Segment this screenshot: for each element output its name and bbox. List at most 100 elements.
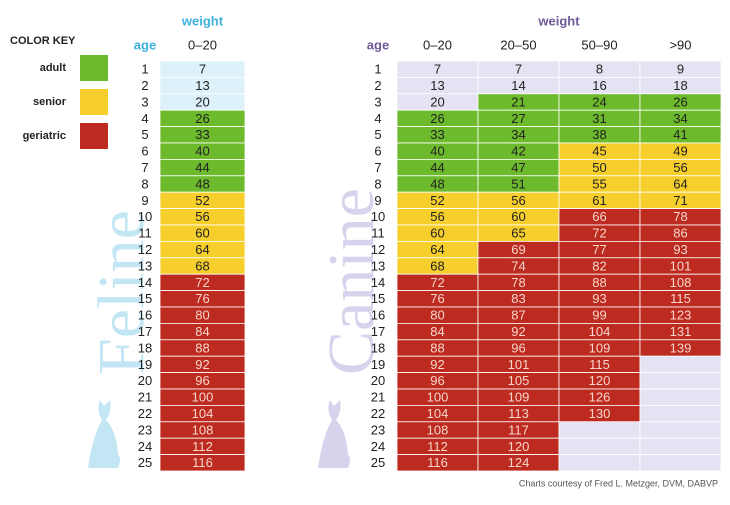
value-cell: 108 (670, 275, 692, 290)
value-cell: 78 (673, 209, 687, 224)
value-cell: 126 (589, 390, 611, 405)
value-cell: 64 (673, 176, 687, 191)
value-cell: 20 (195, 94, 209, 109)
cell (639, 404, 722, 423)
value-cell: 13 (430, 78, 444, 93)
value-cell: 18 (673, 78, 687, 93)
column-header: >90 (669, 37, 691, 52)
key-label: adult (40, 62, 67, 74)
age-cell: 21 (138, 390, 152, 405)
credit: Charts courtesy of Fred L. Metzger, DVM,… (519, 478, 718, 488)
value-cell: 120 (589, 373, 611, 388)
value-cell: 130 (589, 406, 611, 421)
value-cell: 104 (427, 406, 449, 421)
age-cell: 4 (141, 111, 148, 126)
value-cell: 71 (673, 193, 687, 208)
silhouette (318, 400, 350, 468)
value-cell: 120 (508, 439, 530, 454)
value-cell: 64 (430, 242, 444, 257)
value-cell: 72 (430, 275, 444, 290)
value-cell: 26 (430, 111, 444, 126)
value-cell: 33 (430, 127, 444, 142)
value-cell: 16 (592, 78, 606, 93)
value-cell: 113 (508, 406, 529, 421)
value-cell: 52 (195, 193, 209, 208)
value-cell: 72 (195, 275, 209, 290)
age-cell: 8 (374, 176, 381, 191)
value-cell: 76 (430, 291, 444, 306)
value-cell: 92 (195, 357, 209, 372)
value-cell: 117 (508, 422, 529, 437)
value-cell: 60 (430, 226, 444, 241)
value-cell: 61 (592, 193, 606, 208)
age-header: age (134, 37, 156, 52)
value-cell: 41 (673, 127, 687, 142)
value-cell: 77 (592, 242, 606, 257)
value-cell: 69 (511, 242, 525, 257)
silhouette (88, 400, 120, 468)
key-label: geriatric (23, 130, 66, 142)
age-cell: 20 (371, 373, 385, 388)
value-cell: 38 (592, 127, 606, 142)
age-cell: 18 (371, 340, 385, 355)
age-cell: 2 (141, 78, 148, 93)
age-cell: 15 (371, 291, 385, 306)
age-cell: 17 (371, 324, 385, 339)
color-key-title: COLOR KEY (10, 35, 76, 47)
value-cell: 109 (589, 340, 611, 355)
value-cell: 52 (430, 193, 444, 208)
value-cell: 74 (511, 258, 525, 273)
value-cell: 7 (515, 62, 522, 77)
value-cell: 139 (670, 340, 692, 355)
value-cell: 76 (195, 291, 209, 306)
value-cell: 56 (430, 209, 444, 224)
column-header: 0–20 (188, 37, 217, 52)
age-cell: 25 (371, 455, 385, 470)
age-cell: 24 (371, 439, 385, 454)
value-cell: 7 (434, 62, 441, 77)
age-cell: 25 (138, 455, 152, 470)
cell (558, 454, 641, 472)
value-cell: 104 (192, 406, 214, 421)
age-cell: 23 (371, 422, 385, 437)
value-cell: 40 (430, 144, 444, 159)
value-cell: 116 (427, 455, 448, 470)
age-cell: 15 (138, 291, 152, 306)
value-cell: 47 (511, 160, 525, 175)
value-cell: 20 (430, 94, 444, 109)
value-cell: 83 (511, 291, 525, 306)
value-cell: 44 (195, 160, 209, 175)
age-header: age (367, 37, 389, 52)
value-cell: 88 (195, 340, 209, 355)
value-cell: 99 (592, 308, 606, 323)
value-cell: 86 (673, 226, 687, 241)
value-cell: 27 (511, 111, 525, 126)
value-cell: 68 (195, 258, 209, 273)
value-cell: 96 (195, 373, 209, 388)
value-cell: 84 (430, 324, 444, 339)
age-cell: 7 (141, 160, 148, 175)
value-cell: 24 (592, 94, 606, 109)
age-cell: 24 (138, 439, 152, 454)
value-cell: 116 (192, 455, 213, 470)
value-cell: 56 (673, 160, 687, 175)
value-cell: 13 (195, 78, 209, 93)
cell (639, 421, 722, 439)
column-header: 50–90 (581, 37, 617, 52)
age-cell: 5 (141, 127, 148, 142)
age-cell: 4 (374, 111, 381, 126)
value-cell: 124 (508, 455, 530, 470)
age-cell: 12 (138, 242, 152, 257)
value-cell: 44 (430, 160, 444, 175)
value-cell: 88 (592, 275, 606, 290)
value-cell: 45 (592, 144, 606, 159)
value-cell: 8 (596, 62, 603, 77)
value-cell: 96 (511, 340, 525, 355)
value-cell: 109 (508, 390, 530, 405)
value-cell: 101 (670, 258, 692, 273)
value-cell: 80 (430, 308, 444, 323)
age-cell: 22 (371, 406, 385, 421)
age-cell: 16 (138, 308, 152, 323)
value-cell: 84 (195, 324, 209, 339)
age-cell: 17 (138, 324, 152, 339)
